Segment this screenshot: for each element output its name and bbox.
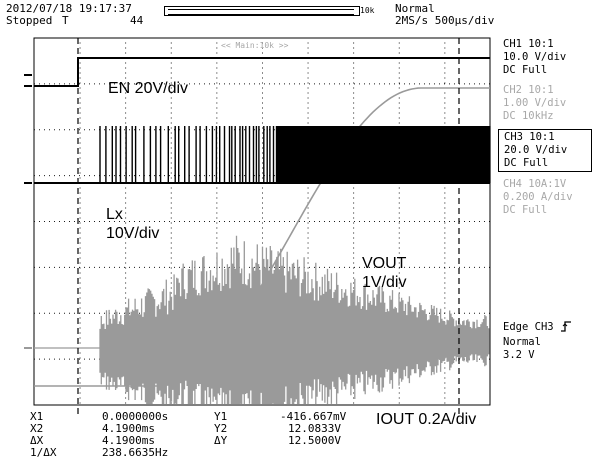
inv-dx-value: 238.6635Hz [102, 446, 169, 459]
x1-value: 0.0000000s [102, 410, 169, 423]
trigger-marker-icon: T [62, 14, 69, 27]
ch1-scale: 10.0 V/div [503, 51, 567, 63]
acquisition-status: Stopped [6, 14, 53, 27]
record-length: 10k [360, 6, 375, 15]
trigger-info[interactable]: Edge CH3 Normal 3.2 V [503, 321, 572, 362]
ch2-coupling: DC 10kHz [503, 110, 554, 122]
record-position-bar[interactable] [164, 6, 360, 16]
x2-label: X2 [30, 422, 44, 435]
lx-annotation-line2: 10V/div [106, 225, 160, 242]
vout-annotation-line2: 1V/div [362, 274, 407, 291]
ch3-lx-dense-block [300, 126, 490, 183]
ch4-iout-trace [34, 235, 490, 404]
ch4-coupling: DC Full [503, 204, 548, 216]
x2-value: 4.1900ms [102, 422, 155, 435]
ch2-info[interactable]: CH2 10:1 1.00 V/div DC 10kHz [503, 84, 566, 123]
dx-label: ΔX [30, 434, 44, 447]
ch1-en-trace [34, 57, 490, 87]
ch1-coupling: DC Full [503, 64, 548, 76]
dy-value: 12.5000V [288, 434, 341, 447]
inv-dx-label: 1/ΔX [30, 446, 57, 459]
x1-label: X1 [30, 410, 44, 423]
dy-label: ΔY [214, 434, 228, 447]
ch3-title: CH3 10:1 [504, 131, 555, 143]
iout-annotation: IOUT 0.2A/div [376, 411, 477, 428]
y2-label: Y2 [214, 422, 228, 435]
trigger-mode: Normal [503, 336, 541, 348]
y1-label: Y1 [214, 410, 228, 423]
lx-annotation: Lx 10V/div [106, 205, 159, 243]
rising-edge-icon [560, 321, 572, 336]
record-window [168, 9, 354, 15]
y1-value: -416.667mV [280, 410, 347, 423]
vout-annotation: VOUT 1V/div [362, 254, 406, 292]
ch3-scale: 20.0 V/div [504, 144, 568, 156]
ch4-title: CH4 10A:1V [503, 178, 567, 190]
ch4-info[interactable]: CH4 10A:1V 0.200 A/div DC Full [503, 178, 573, 217]
trigger-mode-label: Normal [395, 2, 435, 15]
timebase-label: 2MS/s 500µs/div [395, 14, 495, 27]
trigger-type: Edge [503, 321, 529, 333]
datetime-label: 2012/07/18 19:17:37 [6, 2, 132, 15]
y2-value: 12.0833V [288, 422, 341, 435]
lx-annotation-line1: Lx [106, 206, 123, 223]
ch3-coupling: DC Full [504, 157, 549, 169]
dx-value: 4.1900ms [102, 434, 155, 447]
ch3-info[interactable]: CH3 10:1 20.0 V/div DC Full [498, 129, 592, 172]
acquisition-count: 44 [130, 14, 144, 27]
ch1-title: CH1 10:1 [503, 38, 554, 50]
ch4-scale: 0.200 A/div [503, 191, 573, 203]
en-annotation: EN 20V/div [108, 80, 189, 97]
trigger-source: CH3 [534, 321, 554, 333]
ch2-title: CH2 10:1 [503, 84, 554, 96]
vout-annotation-line1: VOUT [362, 255, 407, 272]
ch2-scale: 1.00 V/div [503, 97, 567, 109]
zoom-label: << Main:10k >> [221, 41, 289, 50]
trigger-level: 3.2 V [503, 349, 535, 361]
ch1-info[interactable]: CH1 10:1 10.0 V/div DC Full [503, 38, 566, 77]
